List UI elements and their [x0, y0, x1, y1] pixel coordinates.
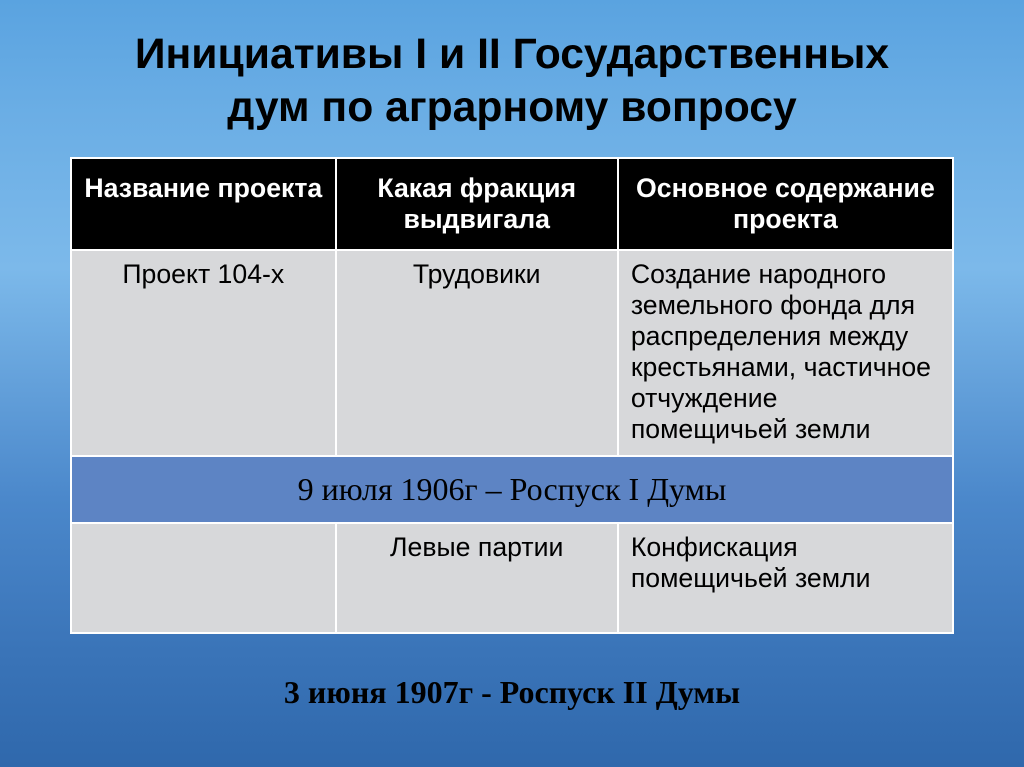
cell-faction-1: Трудовики: [336, 250, 618, 456]
cell-content-1: Создание народного земельного фонда для …: [618, 250, 953, 456]
th-content: Основное содержание проекта: [618, 158, 953, 250]
table-header-row: Название проекта Какая фракция выдвигала…: [71, 158, 953, 250]
cell-project-2: [71, 523, 336, 633]
footer-note: 3 июня 1907г - Роспуск II Думы: [70, 674, 954, 711]
th-project: Название проекта: [71, 158, 336, 250]
initiatives-table: Название проекта Какая фракция выдвигала…: [70, 157, 954, 634]
banner-1: 9 июля 1906г – Роспуск I Думы: [71, 456, 953, 523]
cell-faction-2: Левые партии: [336, 523, 618, 633]
slide-title: Инициативы I и II Государственных дум по…: [70, 28, 954, 135]
title-line2: дум по аграрному вопросу: [227, 83, 796, 131]
cell-project-1: Проект 104-х: [71, 250, 336, 456]
title-line1: Инициативы I и II Государственных: [135, 30, 889, 78]
table-row: Проект 104-х Трудовики Создание народног…: [71, 250, 953, 456]
table-row: Левые партии Конфискация помещичьей земл…: [71, 523, 953, 633]
th-faction: Какая фракция выдвигала: [336, 158, 618, 250]
slide: Инициативы I и II Государственных дум по…: [0, 0, 1024, 767]
banner-row-1: 9 июля 1906г – Роспуск I Думы: [71, 456, 953, 523]
cell-content-2: Конфискация помещичьей земли: [618, 523, 953, 633]
